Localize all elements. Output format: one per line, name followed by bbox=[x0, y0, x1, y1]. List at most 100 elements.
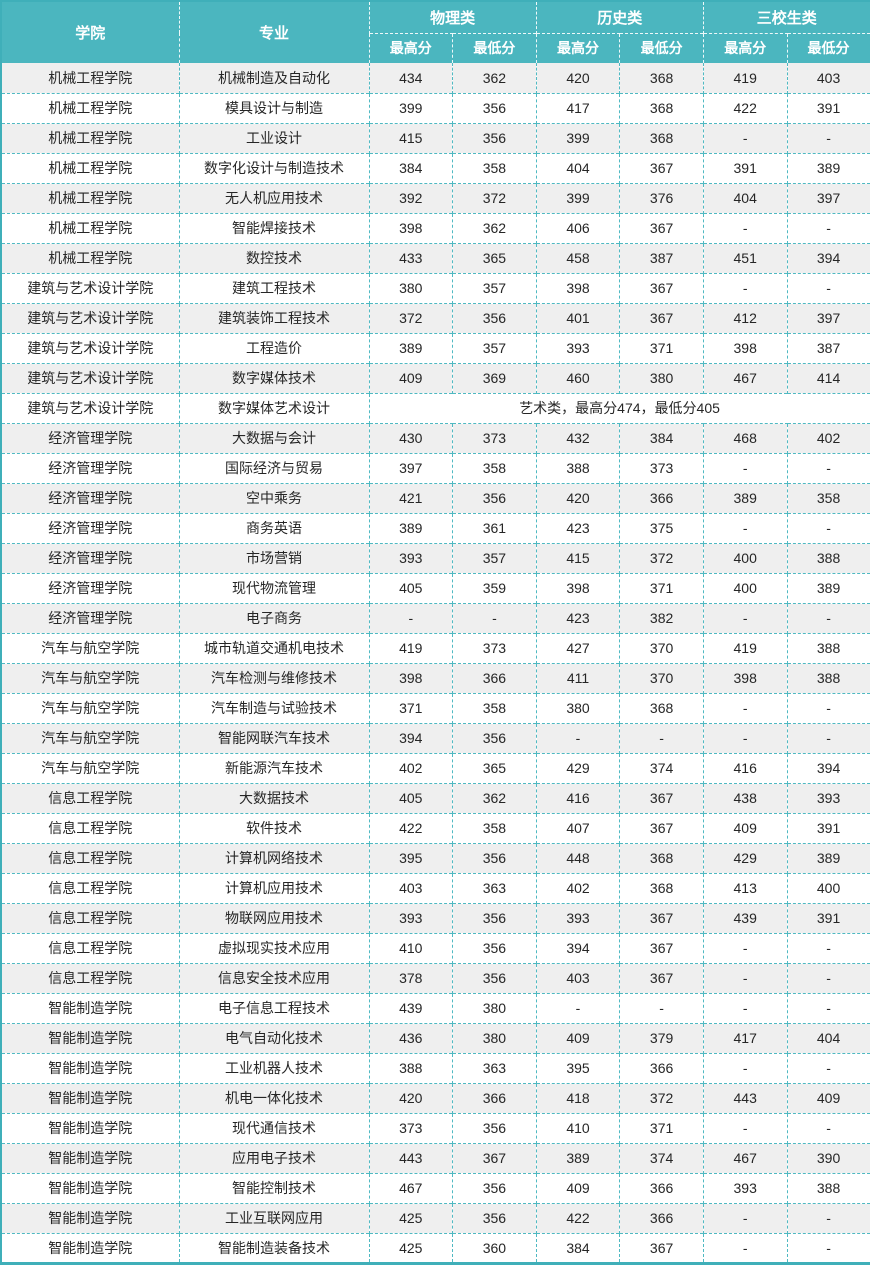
physics-min-cell: 367 bbox=[452, 1142, 537, 1173]
physics-max-cell: 398 bbox=[368, 212, 453, 243]
major-cell: 智能网联汽车技术 bbox=[178, 722, 369, 753]
history-min-cell: 367 bbox=[619, 272, 704, 303]
table-row: 机械工程学院 智能焊接技术 398 362 406 367- - bbox=[1, 212, 870, 243]
physics-min-cell: 366 bbox=[452, 662, 537, 693]
physics-max-cell: 436 bbox=[368, 1022, 453, 1053]
physics-min-cell: 358 bbox=[452, 692, 537, 723]
physics-min-cell: 356 bbox=[452, 1112, 537, 1143]
physics-min-cell: 369 bbox=[452, 362, 537, 393]
history-max-cell: 393 bbox=[535, 902, 620, 933]
history-min-cell: 368 bbox=[619, 872, 704, 903]
vocational-min-cell: 388 bbox=[786, 632, 870, 663]
vocational-max-cell: 391 bbox=[702, 152, 787, 183]
physics-min-cell: 380 bbox=[452, 992, 537, 1023]
history-min-cell: 368 bbox=[619, 92, 704, 123]
major-cell: 大数据与会计 bbox=[178, 422, 369, 453]
major-cell: 现代通信技术 bbox=[178, 1112, 369, 1143]
major-cell: 应用电子技术 bbox=[178, 1142, 369, 1173]
physics-max-cell: 410 bbox=[368, 932, 453, 963]
physics-max-cell: 403 bbox=[368, 872, 453, 903]
physics-min-cell: 363 bbox=[452, 1052, 537, 1083]
table-row: 经济管理学院 市场营销 393 357 415 372 400 388 bbox=[1, 542, 870, 573]
physics-max-cell: 393 bbox=[368, 902, 453, 933]
vocational-min-cell: 388 bbox=[786, 662, 870, 693]
vocational-min-cell: 358 bbox=[786, 482, 870, 513]
college-cell: 智能制造学院 bbox=[1, 1112, 179, 1143]
table-row: 机械工程学院 机械制造及自动化 434 362 420 368 419 403 bbox=[1, 63, 870, 93]
history-max-cell: 394 bbox=[535, 932, 620, 963]
physics-max-cell: 419 bbox=[368, 632, 453, 663]
table-row: 建筑与艺术设计学院 数字媒体技术 409 369 460 380 467 414 bbox=[1, 362, 870, 393]
college-cell: 经济管理学院 bbox=[1, 542, 179, 573]
college-cell: 经济管理学院 bbox=[1, 422, 179, 453]
history-min-cell: 372 bbox=[619, 1082, 704, 1113]
history-max-cell: 429 bbox=[535, 752, 620, 783]
vocational-min-cell: 389 bbox=[786, 152, 870, 183]
vocational-max-cell: - bbox=[702, 1112, 787, 1143]
vocational-max-cell: 419 bbox=[702, 632, 787, 663]
history-min-cell: 367 bbox=[619, 782, 704, 813]
college-cell: 经济管理学院 bbox=[1, 602, 179, 633]
college-cell: 经济管理学院 bbox=[1, 482, 179, 513]
history-max-cell: 418 bbox=[535, 1082, 620, 1113]
vocational-max-cell: 389 bbox=[702, 482, 787, 513]
college-cell: 经济管理学院 bbox=[1, 572, 179, 603]
vocational-min-cell: 409 bbox=[786, 1082, 870, 1113]
physics-max-cell: 439 bbox=[368, 992, 453, 1023]
vocational-min-cell: - bbox=[786, 212, 870, 243]
vocational-max-cell: - bbox=[702, 722, 787, 753]
history-max-cell: 417 bbox=[535, 92, 620, 123]
vocational-max-cell: 419 bbox=[702, 63, 787, 93]
vocational-min-cell: - bbox=[786, 602, 870, 633]
college-cell: 建筑与艺术设计学院 bbox=[1, 362, 179, 393]
history-min-cell: 371 bbox=[619, 572, 704, 603]
physics-min-cell: 356 bbox=[452, 722, 537, 753]
physics-min-cell: 356 bbox=[452, 1172, 537, 1203]
history-min-cell: 371 bbox=[619, 332, 704, 363]
history-max-cell: 406 bbox=[535, 212, 620, 243]
table-row: 智能制造学院 智能控制技术 467 356 409 366 393 388 bbox=[1, 1172, 870, 1203]
history-min-cell: 374 bbox=[619, 1142, 704, 1173]
major-cell: 智能控制技术 bbox=[178, 1172, 369, 1203]
vocational-max-cell: - bbox=[702, 992, 787, 1023]
physics-group-header: 物理类 bbox=[368, 1, 537, 33]
vocational-min-cell: 391 bbox=[786, 92, 870, 123]
table-row: 建筑与艺术设计学院 建筑装饰工程技术 372 356 401 367 412 397 bbox=[1, 302, 870, 333]
table-row: 信息工程学院 计算机网络技术 395 356 448 368 429 389 bbox=[1, 842, 870, 873]
table-row: 经济管理学院 现代物流管理 405 359 398 371 400 389 bbox=[1, 572, 870, 603]
physics-min-cell: 356 bbox=[452, 482, 537, 513]
college-cell: 信息工程学院 bbox=[1, 782, 179, 813]
history-max-cell: 432 bbox=[535, 422, 620, 453]
history-min-cell: 375 bbox=[619, 512, 704, 543]
history-max-cell: 403 bbox=[535, 962, 620, 993]
history-max-cell: 395 bbox=[535, 1052, 620, 1083]
major-cell: 模具设计与制造 bbox=[178, 92, 369, 123]
table-row: 经济管理学院 电子商务 - -423 382- - bbox=[1, 602, 870, 633]
history-max-cell: 409 bbox=[535, 1022, 620, 1053]
history-max-cell: 420 bbox=[535, 63, 620, 93]
physics-min-cell: 362 bbox=[452, 212, 537, 243]
physics-max-cell: 392 bbox=[368, 182, 453, 213]
college-cell: 机械工程学院 bbox=[1, 92, 179, 123]
college-cell: 建筑与艺术设计学院 bbox=[1, 272, 179, 303]
major-cell: 数字媒体技术 bbox=[178, 362, 369, 393]
college-cell: 智能制造学院 bbox=[1, 1082, 179, 1113]
vocational-max-cell: 417 bbox=[702, 1022, 787, 1053]
physics-min-cell: 358 bbox=[452, 152, 537, 183]
history-min-cell: 370 bbox=[619, 632, 704, 663]
vocational-min-cell: - bbox=[786, 1232, 870, 1263]
history-min-cell: 367 bbox=[619, 932, 704, 963]
vocational-min-cell: - bbox=[786, 962, 870, 993]
history-max-cell: 402 bbox=[535, 872, 620, 903]
vocational-max-cell: 400 bbox=[702, 572, 787, 603]
history-min-cell: 373 bbox=[619, 452, 704, 483]
vocational-max-cell: 443 bbox=[702, 1082, 787, 1113]
physics-min-cell: 373 bbox=[452, 422, 537, 453]
vocational-min-cell: 391 bbox=[786, 812, 870, 843]
history-max-cell: 398 bbox=[535, 272, 620, 303]
major-cell: 无人机应用技术 bbox=[178, 182, 369, 213]
vocational-max-cell: 468 bbox=[702, 422, 787, 453]
table-row: 智能制造学院 电气自动化技术 436 380 409 379 417 404 bbox=[1, 1022, 870, 1053]
